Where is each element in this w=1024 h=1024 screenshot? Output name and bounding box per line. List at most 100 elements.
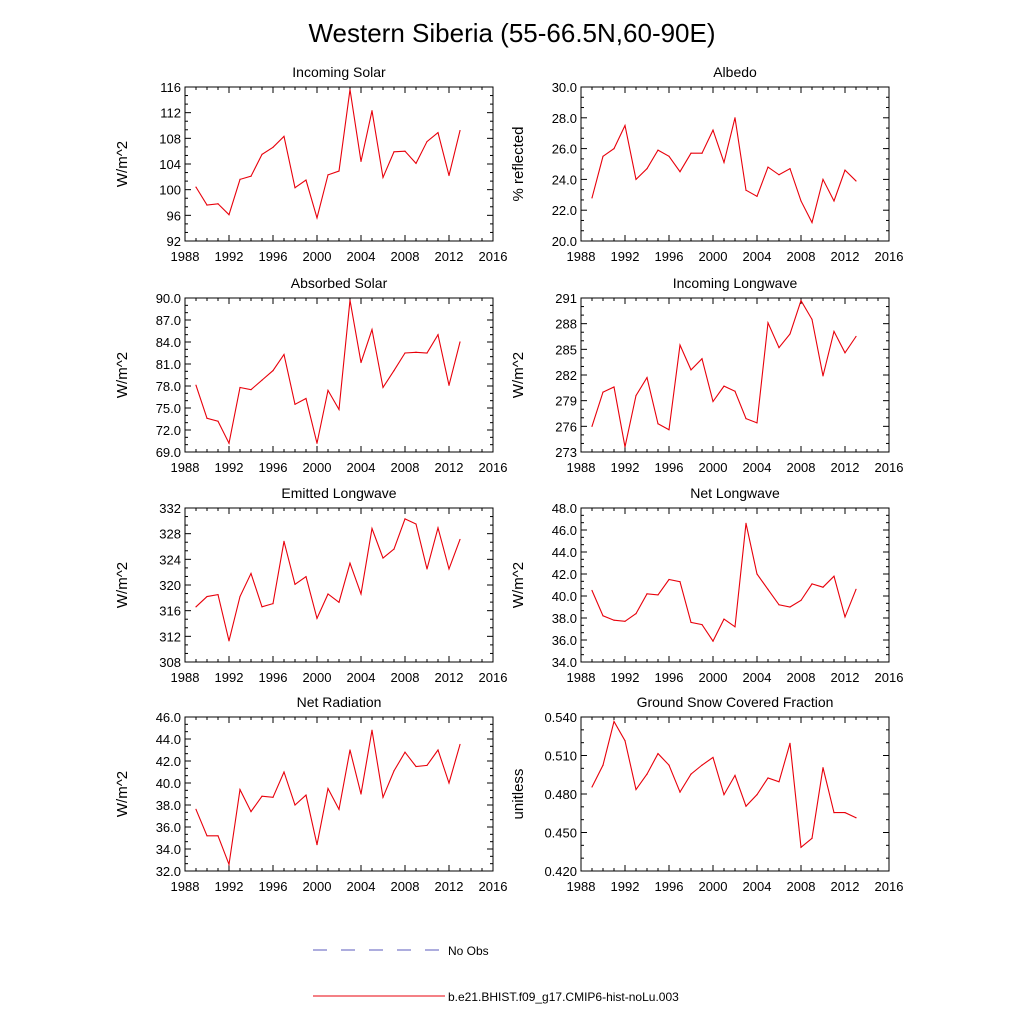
data-point xyxy=(360,593,362,595)
x-tick-label: 1988 xyxy=(171,670,200,685)
y-tick-label: 320 xyxy=(159,578,181,593)
series-line-incoming-longwave xyxy=(591,299,857,447)
legend: No Obs b.e21.BHIST.f09_g17.CMIP6-hist-no… xyxy=(313,944,679,1004)
data-point xyxy=(338,170,340,172)
series-line-net-radiation xyxy=(195,730,461,867)
data-point xyxy=(624,740,626,742)
x-tick-label: 1996 xyxy=(259,460,288,475)
data-point xyxy=(734,117,736,119)
data-point xyxy=(294,583,296,585)
data-point xyxy=(723,385,725,387)
data-point xyxy=(723,618,725,620)
y-tick-label: 48.0 xyxy=(552,501,577,516)
data-point xyxy=(250,389,252,391)
x-tick-label: 2004 xyxy=(743,879,772,894)
data-point xyxy=(756,573,758,575)
x-tick-label: 1992 xyxy=(215,460,244,475)
data-point xyxy=(602,615,604,617)
data-point xyxy=(778,781,780,783)
y-tick-label: 90.0 xyxy=(156,291,181,306)
data-point xyxy=(360,160,362,163)
data-point xyxy=(756,422,758,424)
data-point xyxy=(305,179,307,181)
x-tick-label: 1996 xyxy=(259,879,288,894)
x-tick-label: 2000 xyxy=(699,670,728,685)
x-tick-label: 1992 xyxy=(611,460,640,475)
data-point xyxy=(624,446,626,448)
data-point xyxy=(800,200,802,202)
data-point xyxy=(635,613,637,615)
data-point xyxy=(228,442,230,444)
data-point xyxy=(778,604,780,606)
data-point xyxy=(195,384,197,386)
data-point xyxy=(195,808,197,811)
data-point xyxy=(206,595,208,598)
data-point xyxy=(382,557,384,559)
panel-title: Incoming Solar xyxy=(292,64,386,80)
y-tick-label: 112 xyxy=(160,106,181,121)
panel-net-longwave: 1988 1992 1996 2000 2004 2008 2012 2016 34.0 36.0… xyxy=(510,485,903,685)
data-point xyxy=(404,352,406,354)
data-point xyxy=(591,786,593,788)
data-point xyxy=(855,335,857,338)
y-axis-label: W/m^2 xyxy=(114,562,131,608)
data-point xyxy=(228,214,230,216)
data-point xyxy=(833,200,835,202)
data-point xyxy=(789,333,791,335)
data-point xyxy=(206,417,208,419)
y-tick-label: 24.0 xyxy=(552,172,577,187)
data-point xyxy=(426,568,428,570)
data-point xyxy=(404,751,406,753)
data-point xyxy=(316,617,318,619)
data-point xyxy=(745,418,747,420)
data-point xyxy=(239,595,241,598)
y-tick-label: 72.0 xyxy=(156,423,181,438)
data-point xyxy=(316,217,318,219)
data-point xyxy=(844,169,846,171)
x-tick-label: 2004 xyxy=(743,670,772,685)
x-tick-label: 2000 xyxy=(699,249,728,264)
data-point xyxy=(228,863,230,866)
data-point xyxy=(613,720,615,723)
data-point xyxy=(382,386,384,389)
x-tick-label: 1992 xyxy=(215,670,244,685)
data-point xyxy=(415,162,417,164)
y-tick-label: 20.0 xyxy=(552,234,577,249)
data-point xyxy=(646,593,648,595)
y-tick-label: 273 xyxy=(555,445,577,460)
data-point xyxy=(712,129,714,131)
y-tick-label: 100 xyxy=(159,183,181,198)
x-tick-label: 2000 xyxy=(303,249,332,264)
data-point xyxy=(404,518,406,520)
data-point xyxy=(745,189,747,191)
data-point xyxy=(822,375,824,377)
data-point xyxy=(349,562,351,564)
x-tick-label: 2000 xyxy=(303,460,332,475)
panel-title: Net Longwave xyxy=(690,485,780,501)
data-point xyxy=(822,178,824,180)
y-tick-label: 38.0 xyxy=(156,798,181,813)
data-point xyxy=(382,796,384,798)
y-tick-label: 279 xyxy=(555,394,577,409)
x-tick-label: 2004 xyxy=(347,670,376,685)
data-point xyxy=(657,423,659,425)
y-tick-label: 46.0 xyxy=(156,710,181,725)
y-tick-label: 328 xyxy=(159,527,181,542)
data-point xyxy=(668,764,670,766)
x-tick-label: 2008 xyxy=(391,460,420,475)
y-tick-label: 78.0 xyxy=(156,379,181,394)
data-point xyxy=(228,640,230,642)
x-tick-label: 2008 xyxy=(391,670,420,685)
panel-incoming-solar: 1988 1992 1996 2000 2004 2008 2012 2016 92 96 100 1… xyxy=(114,64,507,264)
data-point xyxy=(646,168,648,170)
data-point xyxy=(239,789,241,791)
data-point xyxy=(327,787,329,790)
data-point xyxy=(646,376,648,379)
data-point xyxy=(591,425,593,427)
data-point xyxy=(800,599,802,602)
y-tick-label: 44.0 xyxy=(552,545,577,560)
series-line-net-longwave xyxy=(591,523,857,643)
panel-title: Emitted Longwave xyxy=(281,485,396,501)
y-tick-label: 104 xyxy=(159,157,181,172)
y-tick-label: 285 xyxy=(555,342,577,357)
